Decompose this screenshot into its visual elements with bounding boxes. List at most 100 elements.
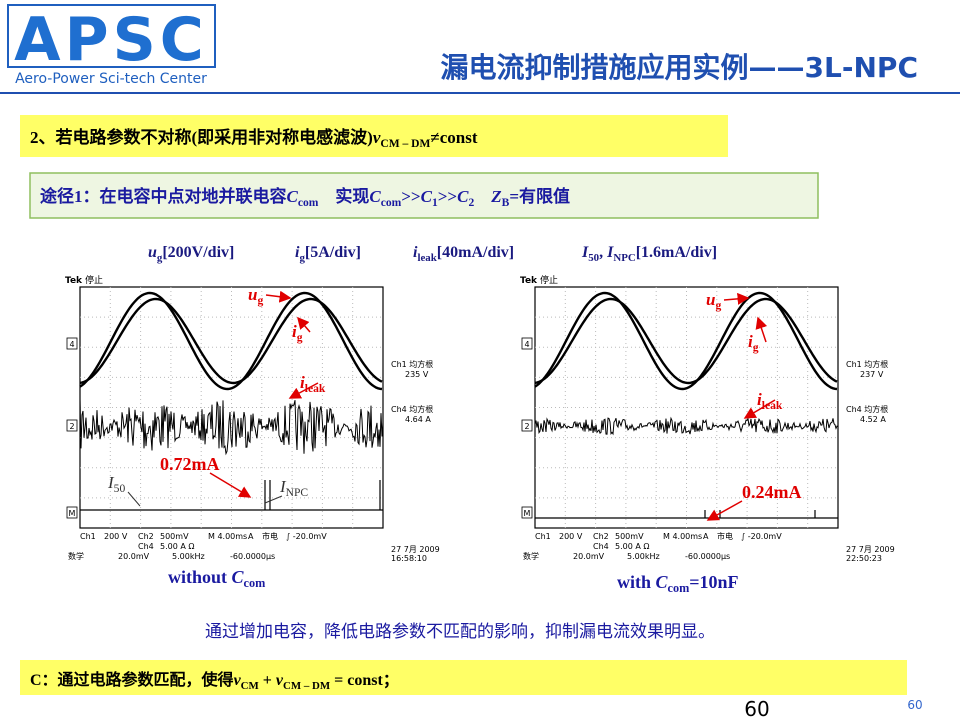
scope-setting: Ch1 [80, 532, 96, 541]
pulse-label: INPC [279, 477, 308, 499]
annotation-arrow [723, 292, 750, 305]
text-part: >> [401, 187, 420, 206]
scope-setting: 数学 [68, 551, 84, 561]
logo-subtitle: Aero-Power Sci-tech Center [15, 71, 207, 87]
scope-setting: M 4.00ms [663, 532, 702, 541]
scope-setting: 5.00 A Ω [615, 542, 649, 551]
scope-setting: Ch4 [138, 542, 154, 551]
text-part: C [457, 187, 469, 206]
scope-setting: A [703, 532, 709, 541]
subscript: com [381, 196, 402, 209]
scope-brand: Tek [65, 276, 83, 286]
current-arrow [209, 472, 252, 498]
text-part: + [259, 672, 276, 689]
channel-marker: M [69, 509, 76, 518]
subscript: g [257, 294, 263, 307]
scope-state: 停止 [540, 274, 558, 286]
channel-marker: M [524, 509, 531, 518]
scope-state: 停止 [85, 274, 103, 286]
subscript: CM [241, 680, 259, 692]
scope-setting: Ch4 [593, 542, 609, 551]
annotation-arrow [755, 316, 768, 343]
readout: Ch4 均方根 [391, 404, 433, 414]
scope-setting: 500mV [615, 532, 644, 541]
annotation: ug [248, 285, 263, 307]
channel-marker: 2 [69, 422, 74, 431]
annotation: ig [748, 332, 759, 354]
annotation: ileak [757, 390, 783, 412]
note: C：通过电路参数匹配，使得vCM + vCM – DM = const； [30, 670, 399, 692]
scope-date: 27 7月 2009 [391, 545, 440, 554]
readout: 235 V [405, 370, 429, 379]
annotation-arrow [288, 382, 319, 399]
text-part: I [581, 244, 589, 261]
text-part: I [279, 477, 287, 496]
route-box [29, 172, 819, 219]
subscript: g [297, 331, 303, 344]
scope-date: 22:50:23 [846, 554, 882, 563]
scope-setting: 5.00kHz [627, 552, 660, 561]
scope-setting: ∫ -20.0mV [286, 532, 327, 541]
readout: Ch1 均方根 [391, 359, 433, 369]
text-part: ≠const [430, 128, 477, 147]
scope-setting: -60.0000µs [685, 552, 730, 561]
text-part: v [373, 128, 381, 147]
text-part: 实现 [318, 186, 369, 206]
text-part: [5A/div] [305, 244, 361, 261]
annotation-arrow [265, 290, 292, 303]
readout: Ch1 均方根 [846, 359, 888, 369]
scope-setting: Ch1 [535, 532, 551, 541]
scope-setting: 200 V [559, 532, 583, 541]
text-part: >> [438, 187, 457, 206]
subscript: CM – DM [380, 137, 430, 150]
pulse-pointer [264, 495, 283, 504]
annotation: ig [292, 322, 303, 344]
subscript: 50 [114, 482, 126, 495]
subscript: com [244, 576, 266, 590]
subscript: g [157, 252, 163, 264]
channel-marker-box [66, 337, 78, 350]
scope-setting: -60.0000µs [230, 552, 275, 561]
subscript: leak [417, 252, 437, 264]
readout: 4.52 A [860, 415, 886, 424]
subscript: 50 [588, 252, 599, 264]
readout: Ch4 均方根 [846, 404, 888, 414]
current-arrow [706, 500, 743, 521]
scope-setting: A [248, 532, 254, 541]
text-part: I [606, 244, 614, 261]
slide-number: 60 [907, 698, 922, 712]
channel-marker-box [66, 506, 78, 519]
scope-caption: with Ccom=10nF [617, 572, 739, 595]
text-part: Z [474, 187, 501, 206]
text-part: C [421, 187, 433, 206]
scope-setting: 20.0mV [118, 552, 150, 561]
subscript: g [753, 341, 759, 354]
text-part: C [369, 187, 381, 206]
channel-marker-box [521, 506, 533, 519]
channel-marker: 4 [524, 340, 529, 349]
conclusion: 通过增加电容，降低电路参数不匹配的影响，抑制漏电流效果明显。 [205, 622, 715, 642]
current-label: 0.24mA [742, 482, 802, 502]
waveform [79, 291, 383, 391]
scope-caption: without Ccom [168, 567, 265, 590]
scope-setting: M 4.00ms [208, 532, 247, 541]
text-part: , [599, 244, 607, 261]
text-part: 2、若电路参数不对称(即采用非对称电感滤波) [30, 127, 373, 147]
subscript: leak [762, 399, 783, 412]
annotation-arrow [743, 399, 776, 419]
text-part: [1.6mA/div] [636, 244, 717, 261]
logo-name: APSC [14, 5, 208, 75]
page-number: 60 [744, 697, 769, 720]
waveform [79, 297, 383, 385]
text-part: with [617, 572, 656, 592]
subscript: NPC [613, 252, 635, 264]
scope-setting: 5.00kHz [172, 552, 205, 561]
point: 2、若电路参数不对称(即采用非对称电感滤波)vCM – DM≠const [30, 127, 478, 150]
scope-setting: 500mV [160, 532, 189, 541]
annotation-arrow [297, 316, 311, 333]
text-part: I [107, 473, 115, 492]
scale-label: I50, INPC[1.6mA/div] [581, 244, 717, 264]
text-part: i [295, 244, 300, 261]
text-part: C [656, 572, 669, 592]
